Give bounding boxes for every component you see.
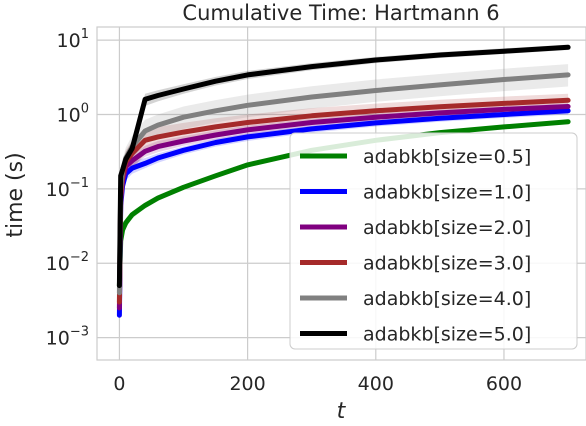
y-tick-exponent: 1 [81,27,89,42]
legend-label: adabkb[size=5.0] [363,324,531,346]
y-tick-base: 10 [46,328,70,350]
y-tick-label: 100 [57,101,89,126]
confidence-bands [119,44,569,323]
legend-label: adabkb[size=4.0] [363,288,531,310]
legend: adabkb[size=0.5] adabkb[size=1.0] adabkb[s… [289,132,578,350]
x-axis-label: t [337,399,347,424]
series-band [119,64,569,303]
legend-label: adabkb[size=2.0] [363,217,531,239]
y-axis-label: time (s) [3,152,28,237]
y-tick-base: 10 [57,104,81,126]
x-tick-label: 0 [113,373,125,395]
x-tick-labels: 0 200 400 600 [113,373,522,395]
y-tick-label: 10−3 [46,325,89,350]
y-tick-base: 10 [46,179,70,201]
plot-frame [96,26,586,361]
y-tick-exponent: −2 [70,250,89,265]
x-tick-label: 400 [358,373,394,395]
y-tick-label: 101 [57,27,89,52]
legend-label: adabkb[size=0.5] [363,146,531,168]
y-tick-exponent: −1 [70,176,89,191]
y-tick-exponent: −3 [70,325,89,340]
y-tick-base: 10 [46,253,70,275]
legend-box [289,132,578,350]
chart-title: Cumulative Time: Hartmann 6 [182,1,499,25]
y-tick-label: 10−2 [46,250,89,275]
y-tick-base: 10 [57,30,81,52]
x-tick-label: 600 [486,373,522,395]
x-tick-label: 200 [229,373,265,395]
legend-label: adabkb[size=1.0] [363,182,531,204]
series-line [116,44,571,289]
y-tick-exponent: 0 [81,101,89,116]
y-tick-label: 10−1 [46,176,89,201]
legend-label: adabkb[size=3.0] [363,253,531,275]
